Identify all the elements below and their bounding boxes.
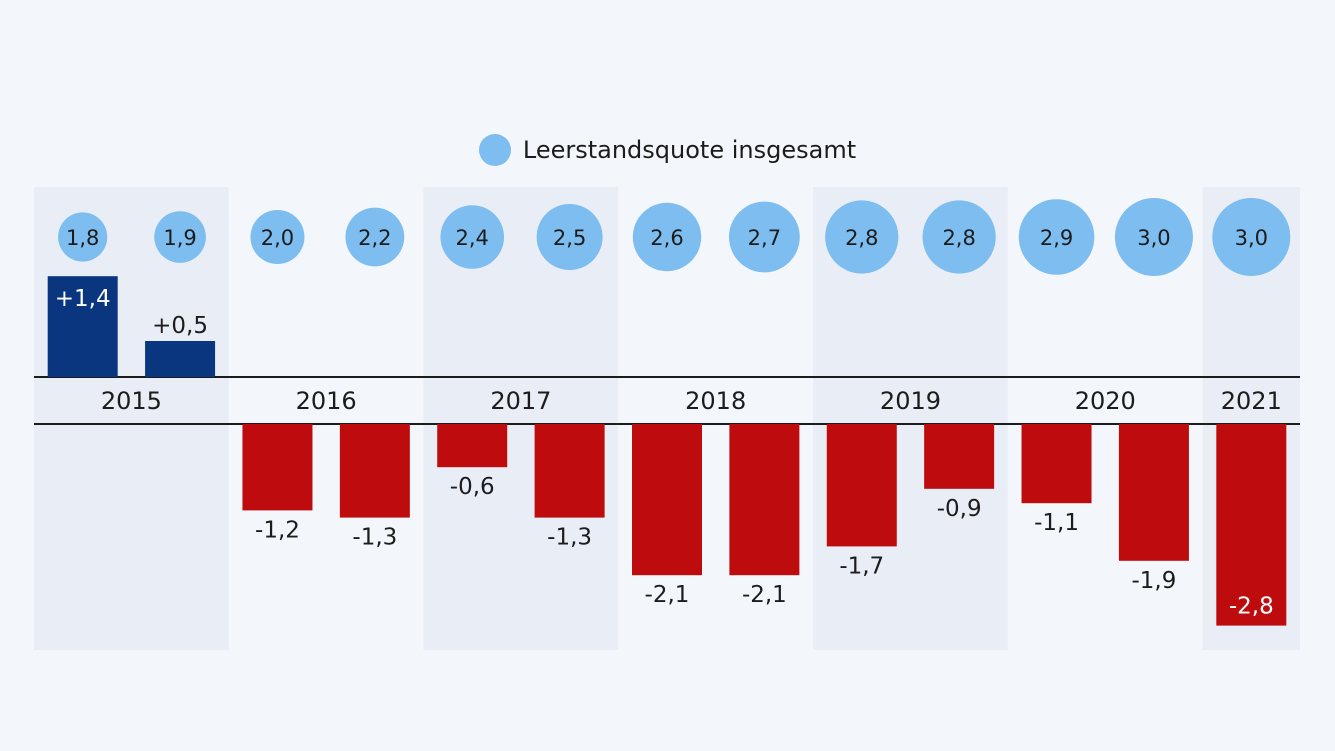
bar-label-2019-2: -0,9	[937, 496, 982, 522]
rate-bubble-2021-1	[1212, 198, 1291, 276]
rate-bubble-2016-2	[345, 207, 405, 267]
rate-label-2019-1: 2,8	[845, 226, 878, 250]
year-label-2016: 2016	[296, 387, 357, 415]
rate-label-2018-2: 2,7	[748, 226, 781, 250]
bar-2016-1	[242, 424, 313, 511]
rate-bubble-2018-1	[632, 202, 702, 272]
rate-label-2020-1: 2,9	[1040, 226, 1073, 250]
bar-label-2017-1: -0,6	[450, 474, 495, 500]
year-label-2017: 2017	[490, 387, 551, 415]
bar-2018-2	[729, 424, 800, 576]
rate-bubble-2019-1	[825, 200, 899, 274]
rate-label-2016-1: 2,0	[261, 226, 294, 250]
bar-2016-2	[339, 424, 410, 518]
rate-label-2016-2: 2,2	[358, 226, 391, 250]
rate-bubble-2015-2	[154, 211, 206, 263]
year-label-2015: 2015	[101, 387, 162, 415]
bar-label-2020-2: -1,9	[1131, 568, 1176, 594]
rate-label-2017-1: 2,4	[456, 226, 489, 250]
bar-2020-2	[1118, 424, 1189, 561]
rate-bubble-2020-1	[1018, 199, 1095, 275]
bar-label-2018-1: -2,1	[645, 582, 690, 608]
year-label-2019: 2019	[880, 387, 941, 415]
bar-label-2017-2: -1,3	[547, 525, 592, 551]
rate-label-2020-2: 3,0	[1137, 226, 1170, 250]
rate-bubble-2017-1	[440, 205, 505, 269]
bar-2019-1	[826, 424, 897, 547]
bar-label-2019-1: -1,7	[839, 553, 884, 579]
rate-bubble-2015-1	[58, 212, 108, 262]
rate-label-2021-1: 3,0	[1235, 226, 1268, 250]
bar-label-2021-1: -2,8	[1229, 594, 1274, 620]
rate-label-2017-2: 2,5	[553, 226, 586, 250]
rate-label-2019-2: 2,8	[942, 226, 975, 250]
legend: Leerstandsquote insgesamt	[0, 130, 1335, 170]
legend-label: Leerstandsquote insgesamt	[522, 136, 857, 164]
rate-bubble-2020-2	[1114, 198, 1193, 276]
bar-2017-2	[534, 424, 605, 518]
bar-label-2015-1: +1,4	[55, 286, 111, 312]
year-label-2018: 2018	[685, 387, 746, 415]
bar-2019-2	[924, 424, 995, 489]
rate-bubble-2018-2	[728, 201, 800, 273]
bar-2015-2	[145, 341, 216, 377]
bar-2017-1	[437, 424, 508, 468]
bar-label-2018-2: -2,1	[742, 582, 787, 608]
bar-label-2016-2: -1,3	[352, 525, 397, 551]
rate-bubble-2019-2	[922, 200, 996, 274]
rate-label-2015-2: 1,9	[163, 226, 196, 250]
bar-2018-1	[632, 424, 702, 576]
year-band-2015	[34, 187, 229, 650]
rate-label-2015-1: 1,8	[66, 226, 99, 250]
bar-2020-1	[1021, 424, 1092, 504]
bar-label-2020-1: -1,1	[1034, 510, 1079, 536]
year-label-2020: 2020	[1075, 387, 1136, 415]
year-label-2021: 2021	[1221, 387, 1282, 415]
rate-label-2018-1: 2,6	[650, 226, 683, 250]
bar-label-2016-1: -1,2	[255, 517, 300, 543]
bar-label-2015-2: +0,5	[152, 313, 208, 339]
bar-2015-1	[47, 276, 118, 377]
rate-bubble-2017-2	[536, 204, 603, 270]
bar-2021-1	[1216, 424, 1287, 626]
legend-bubble-icon	[478, 134, 511, 166]
rate-bubble-2016-1	[250, 210, 305, 264]
